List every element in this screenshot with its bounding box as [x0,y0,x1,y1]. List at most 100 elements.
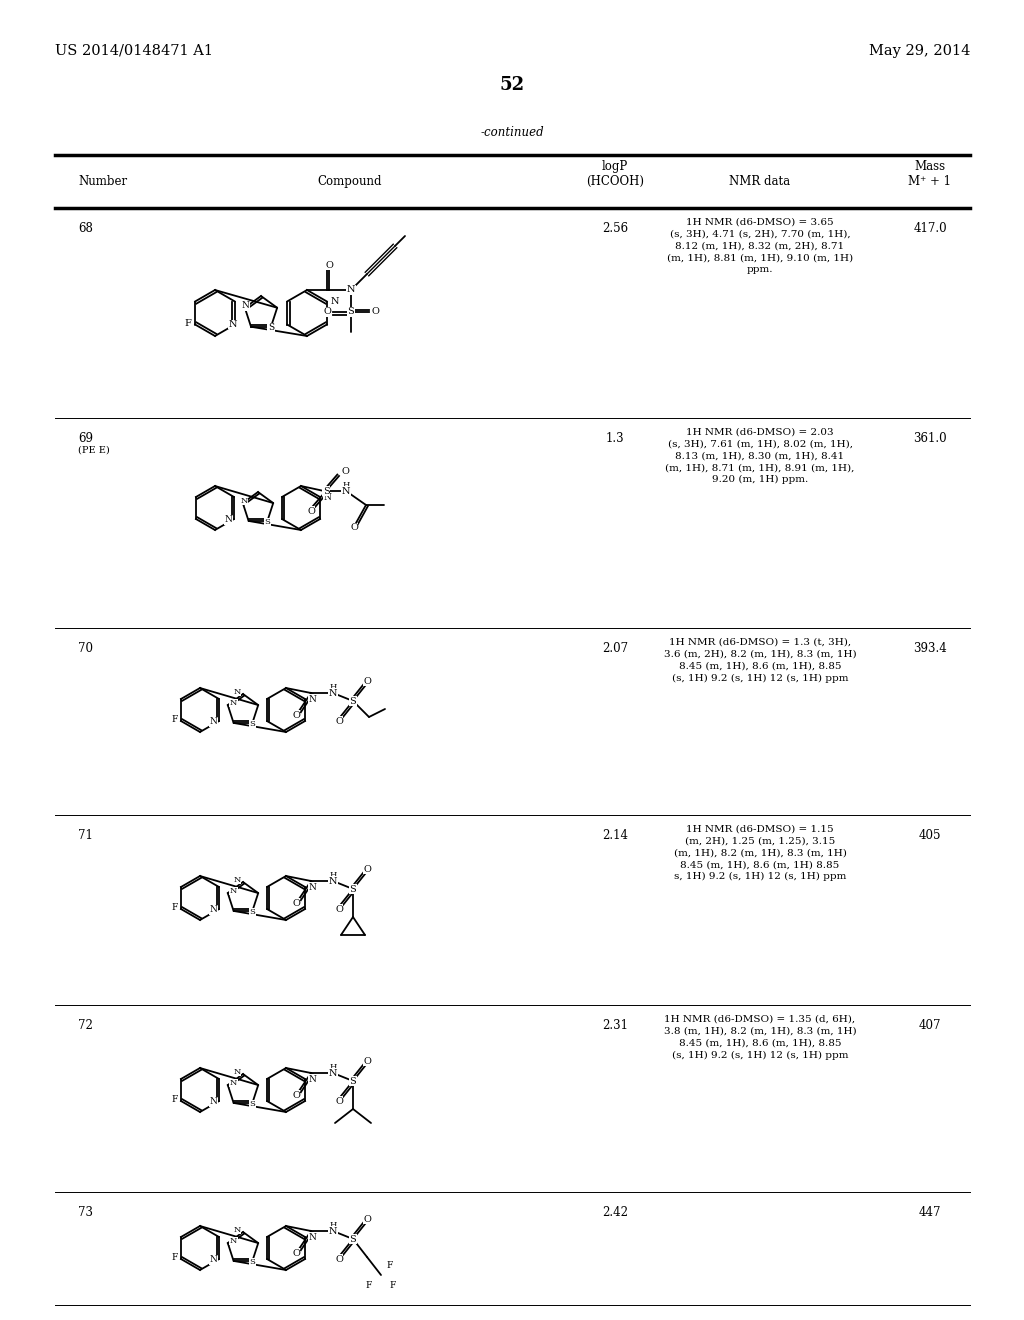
Text: S: S [264,517,270,525]
Text: 2.56: 2.56 [602,222,628,235]
Text: N: N [233,1226,241,1234]
Text: O: O [364,1214,371,1224]
Text: S: S [347,308,354,317]
Text: US 2014/0148471 A1: US 2014/0148471 A1 [55,44,213,58]
Text: N: N [308,694,316,704]
Text: N: N [229,887,238,895]
Text: 2.14: 2.14 [602,829,628,842]
Text: O: O [335,717,343,726]
Text: N: N [224,516,232,524]
Text: N: N [209,718,217,726]
Text: (PE E): (PE E) [78,446,110,455]
Text: O: O [292,1090,300,1100]
Text: M⁺ + 1: M⁺ + 1 [908,176,951,187]
Text: -continued: -continued [480,125,544,139]
Text: N: N [209,1097,217,1106]
Text: 1H NMR (d6-DMSO) = 2.03
(s, 3H), 7.61 (m, 1H), 8.02 (m, 1H),
8.13 (m, 1H), 8.30 : 1H NMR (d6-DMSO) = 2.03 (s, 3H), 7.61 (m… [666,428,855,484]
Text: S: S [349,1234,356,1243]
Text: S: S [349,1077,356,1085]
Text: N: N [209,1255,217,1265]
Text: 2.07: 2.07 [602,642,628,655]
Text: F: F [172,715,178,725]
Text: N: N [323,492,331,502]
Text: N: N [329,1068,337,1077]
Text: (HCOOH): (HCOOH) [586,176,644,187]
Text: S: S [250,908,255,916]
Text: H: H [330,1221,337,1229]
Text: S: S [250,1258,255,1266]
Text: H: H [330,1063,337,1071]
Text: O: O [335,1097,343,1106]
Text: 1H NMR (d6-DMSO) = 1.15
(m, 2H), 1.25 (m, 1.25), 3.15
(m, 1H), 8.2 (m, 1H), 8.3 : 1H NMR (d6-DMSO) = 1.15 (m, 2H), 1.25 (m… [674,825,847,882]
Text: F: F [172,1096,178,1105]
Text: S: S [349,697,356,705]
Text: N: N [229,1237,238,1245]
Text: O: O [364,865,371,874]
Text: F: F [172,1254,178,1262]
Text: N: N [329,689,337,697]
Text: N: N [209,906,217,915]
Text: 1H NMR (d6-DMSO) = 3.65
(s, 3H), 4.71 (s, 2H), 7.70 (m, 1H),
8.12 (m, 1H), 8.32 : 1H NMR (d6-DMSO) = 3.65 (s, 3H), 4.71 (s… [667,218,853,275]
Text: N: N [308,1233,316,1242]
Text: N: N [342,487,350,495]
Text: Mass: Mass [914,160,945,173]
Text: N: N [229,700,238,708]
Text: 1H NMR (d6-DMSO) = 1.3 (t, 3H),
3.6 (m, 2H), 8.2 (m, 1H), 8.3 (m, 1H)
8.45 (m, 1: 1H NMR (d6-DMSO) = 1.3 (t, 3H), 3.6 (m, … [664,638,856,682]
Text: N: N [233,876,241,884]
Text: 69: 69 [78,432,93,445]
Text: S: S [268,323,274,333]
Text: O: O [325,260,333,269]
Text: 73: 73 [78,1206,93,1218]
Text: S: S [349,884,356,894]
Text: 52: 52 [500,77,524,94]
Text: F: F [390,1280,396,1290]
Text: 447: 447 [919,1206,941,1218]
Text: N: N [308,1074,316,1084]
Text: O: O [335,1254,343,1263]
Text: O: O [292,1249,300,1258]
Text: Compound: Compound [317,176,382,187]
Text: O: O [292,899,300,908]
Text: O: O [335,904,343,913]
Text: 71: 71 [78,829,93,842]
Text: 393.4: 393.4 [913,642,947,655]
Text: O: O [342,467,350,477]
Text: 417.0: 417.0 [913,222,947,235]
Text: O: O [292,710,300,719]
Text: 405: 405 [919,829,941,842]
Text: N: N [228,319,238,329]
Text: logP: logP [602,160,628,173]
Text: 72: 72 [78,1019,93,1032]
Text: N: N [229,1078,238,1088]
Text: F: F [184,319,191,327]
Text: 70: 70 [78,642,93,655]
Text: H: H [330,682,337,690]
Text: F: F [172,903,178,912]
Text: 2.31: 2.31 [602,1019,628,1032]
Text: May 29, 2014: May 29, 2014 [868,44,970,58]
Text: H: H [342,480,349,488]
Text: F: F [386,1261,392,1270]
Text: N: N [240,498,248,506]
Text: NMR data: NMR data [729,176,791,187]
Text: N: N [329,1226,337,1236]
Text: S: S [250,719,255,727]
Text: N: N [347,285,355,294]
Text: 407: 407 [919,1019,941,1032]
Text: 68: 68 [78,222,93,235]
Text: N: N [233,1068,241,1076]
Text: N: N [308,883,316,891]
Text: N: N [329,876,337,886]
Text: F: F [366,1280,372,1290]
Text: O: O [307,507,315,516]
Text: O: O [350,524,358,532]
Text: N: N [233,688,241,696]
Text: O: O [371,308,379,317]
Text: O: O [364,676,371,685]
Text: N: N [331,297,339,306]
Text: S: S [250,1100,255,1107]
Text: 361.0: 361.0 [913,432,947,445]
Text: 1.3: 1.3 [605,432,625,445]
Text: 1H NMR (d6-DMSO) = 1.35 (d, 6H),
3.8 (m, 1H), 8.2 (m, 1H), 8.3 (m, 1H)
8.45 (m, : 1H NMR (d6-DMSO) = 1.35 (d, 6H), 3.8 (m,… [664,1015,856,1060]
Text: O: O [323,308,331,317]
